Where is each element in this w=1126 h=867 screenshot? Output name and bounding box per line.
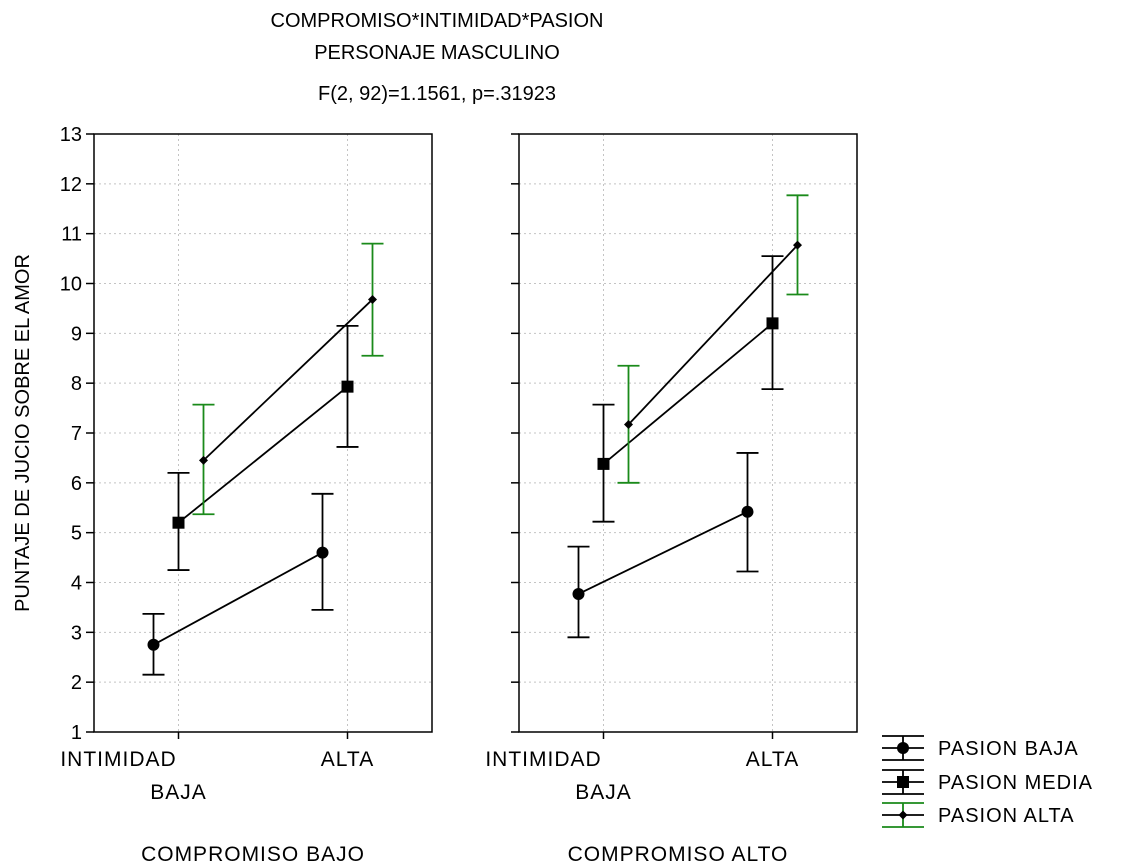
legend-label: PASION ALTA — [938, 805, 1075, 827]
data-point — [741, 505, 754, 518]
legend-marker — [897, 776, 909, 788]
y-tick-label: 10 — [60, 274, 82, 296]
x-tick-label: BAJA — [150, 781, 207, 804]
series-line — [153, 551, 323, 646]
data-point — [597, 457, 610, 470]
data-point — [766, 317, 779, 330]
legend-marker — [898, 810, 908, 820]
x-tick-label: ALTA — [746, 748, 799, 771]
panel-label: COMPROMISO ALTO — [568, 843, 789, 866]
panel-label: COMPROMISO BAJO — [141, 843, 365, 866]
series-line — [578, 510, 748, 595]
y-tick-label: 2 — [71, 672, 82, 694]
data-point — [147, 638, 160, 651]
legend-label: PASION BAJA — [938, 738, 1079, 760]
legend-marker — [897, 742, 909, 754]
x-axis-name: INTIMIDAD — [60, 748, 176, 771]
y-tick-label: 11 — [61, 224, 82, 246]
chart-title-line-1: COMPROMISO*INTIMIDAD*PASION — [271, 10, 604, 32]
data-point — [368, 294, 377, 304]
y-tick-label: 9 — [71, 323, 82, 345]
series-line — [202, 298, 374, 462]
data-point — [172, 516, 185, 529]
x-tick-label: ALTA — [321, 748, 374, 771]
data-point — [316, 546, 329, 559]
legend: PASION BAJA PASION MEDIA PASION ALTA — [882, 735, 1093, 828]
series-line — [177, 385, 349, 524]
y-tick-label: 6 — [71, 473, 82, 495]
chart-title-line-3: F(2, 92)=1.1561, p=.31923 — [318, 83, 556, 105]
legend-label: PASION MEDIA — [938, 772, 1093, 794]
y-tick-label: 12 — [60, 174, 82, 196]
series-line — [602, 322, 774, 465]
y-tick-label: 4 — [71, 573, 82, 595]
plot-area: 12345678910111213INTIMIDADBAJAALTACOMPRO… — [60, 124, 858, 866]
data-point — [199, 455, 208, 465]
x-axis-name: INTIMIDAD — [485, 748, 601, 771]
y-tick-label: 1 — [71, 722, 82, 744]
chart-title-block: COMPROMISO*INTIMIDAD*PASION PERSONAJE MA… — [271, 10, 604, 105]
y-tick-label: 3 — [71, 622, 82, 644]
data-point — [341, 380, 354, 393]
y-axis-label: PUNTAJE DE JUCIO SOBRE EL AMOR — [12, 254, 34, 612]
data-point — [572, 587, 585, 600]
x-tick-label: BAJA — [575, 781, 632, 804]
y-tick-label: 8 — [71, 373, 82, 395]
series-line — [627, 244, 799, 426]
y-tick-label: 5 — [71, 523, 82, 545]
data-point — [793, 240, 802, 250]
y-tick-label: 7 — [71, 423, 82, 445]
data-point — [624, 420, 633, 430]
chart-title-line-2: PERSONAJE MASCULINO — [314, 42, 560, 64]
y-tick-label: 13 — [60, 124, 82, 146]
